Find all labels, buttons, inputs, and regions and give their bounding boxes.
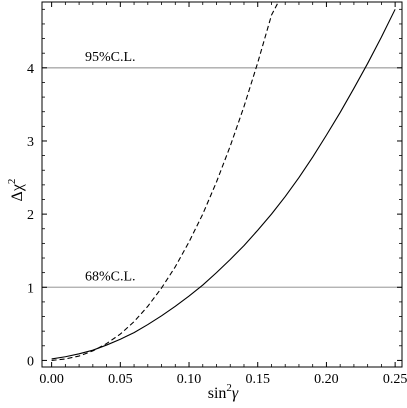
y-tick-label: 3: [27, 135, 34, 150]
y-tick-label: 2: [27, 208, 34, 223]
reference-label-4: 95%C.L.: [85, 50, 136, 65]
series-line-solid: [51, 9, 396, 360]
x-axis-title: sin2γ: [208, 382, 239, 402]
y-tick-label: 4: [27, 62, 34, 77]
y-tick-label: 0: [27, 354, 34, 369]
x-tick-label: 0.25: [383, 372, 407, 387]
x-tick-label: 0.05: [108, 372, 133, 387]
series-line-dashed: [51, 1, 279, 361]
x-tick-label: 0.00: [39, 372, 64, 387]
reference-label-1: 68%C.L.: [85, 269, 136, 284]
y-axis-title: Δχ2: [6, 179, 26, 202]
labels-layer: 0.00 0.05 0.10 0.15 0.20 0.25 0 1 2 3 4: [27, 62, 407, 387]
ticks-layer: [42, 2, 402, 367]
x-tick-label: 0.20: [314, 372, 339, 387]
series-layer: [51, 1, 396, 361]
reference-lines: 95%C.L. 68%C.L.: [42, 50, 402, 288]
x-tick-label: 0.15: [245, 372, 270, 387]
y-tick-label: 1: [27, 281, 34, 296]
x-tick-label: 0.10: [177, 372, 202, 387]
